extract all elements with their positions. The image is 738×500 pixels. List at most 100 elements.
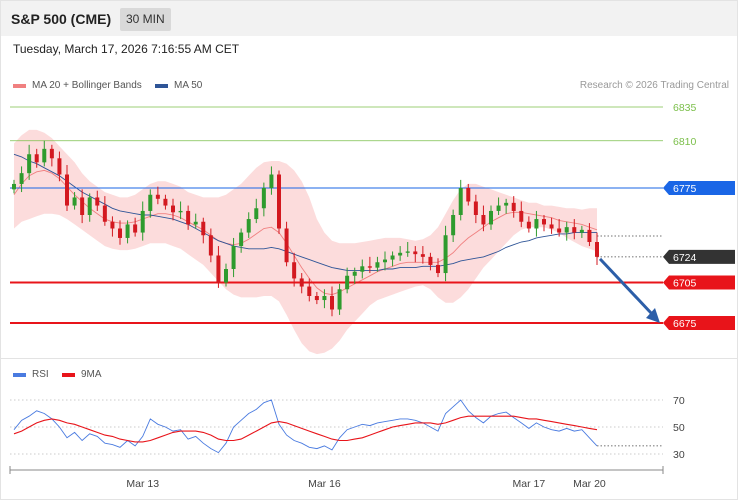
candle-body [428, 256, 433, 265]
level-label-6675: 6675 [673, 318, 697, 330]
level-label-6835: 6835 [673, 102, 697, 114]
candle-body [322, 296, 327, 301]
candle-body [12, 183, 16, 190]
candle-body [360, 266, 365, 272]
candle-body [19, 173, 24, 184]
candle-body [572, 227, 577, 233]
candle-body [118, 228, 122, 238]
candle-body [595, 242, 599, 257]
candle-body [549, 224, 554, 229]
candle-body [307, 286, 312, 296]
candle-body [87, 197, 92, 215]
ma20-swatch [13, 83, 26, 88]
panel-divider [1, 358, 737, 359]
candle-body [496, 205, 501, 211]
candle-body [564, 227, 569, 233]
level-tag-6775 [663, 181, 735, 195]
rsi-ma9-line [13, 415, 598, 443]
candle-body [383, 259, 387, 263]
candle-body [504, 202, 509, 206]
candle-body [352, 271, 357, 276]
candle-body [292, 262, 297, 279]
candle-body [216, 255, 221, 283]
candle-body [133, 224, 138, 233]
candle-body [148, 194, 153, 211]
rsi-legend-label: RSI [32, 369, 49, 380]
candle-body [201, 221, 206, 236]
candle-body [489, 210, 493, 225]
candle-body [413, 251, 418, 255]
candle-body [284, 228, 289, 263]
candle-body [171, 205, 175, 213]
candle-body [224, 269, 228, 283]
timeframe-button[interactable]: 30 MIN [120, 8, 171, 31]
level-label-6705: 6705 [673, 278, 697, 290]
candle-body [451, 215, 456, 236]
candle-body [299, 278, 304, 287]
rsi-level-label-70: 70 [673, 395, 685, 407]
candle-body [542, 219, 546, 225]
instrument-title: S&P 500 (CME) [11, 11, 112, 27]
candle-body [102, 205, 107, 222]
candle-body [511, 202, 516, 211]
candle-body [345, 275, 350, 290]
candle-body [261, 188, 266, 209]
legend-9ma: 9MA [62, 369, 102, 380]
x-tick-label: Mar 16 [308, 478, 341, 490]
ma50-line [13, 153, 597, 271]
legend-ma20: MA 20 + Bollinger Bands [13, 80, 142, 91]
copyright-text: Research © 2026 Trading Central [579, 80, 729, 91]
level-tag-6675 [663, 316, 735, 330]
x-tick-label: Mar 13 [126, 478, 159, 490]
candle-body [49, 148, 54, 159]
candle-body [420, 254, 425, 257]
candle-body [277, 174, 281, 229]
legend-rsi: RSI [13, 369, 49, 380]
legend-ma50: MA 50 [155, 80, 202, 91]
candle-body [80, 197, 85, 215]
candle-body [155, 194, 160, 199]
candle-body [337, 289, 342, 310]
candle-body [125, 224, 130, 238]
candle-body [42, 148, 47, 163]
candle-body [534, 219, 539, 229]
candle-body [72, 197, 77, 206]
candle-body [466, 188, 471, 202]
candle-body [398, 252, 403, 256]
level-label-6724: 6724 [673, 252, 697, 264]
candle-body [27, 154, 32, 174]
rsi-swatch [13, 372, 26, 377]
ma20-legend-label: MA 20 + Bollinger Bands [32, 80, 142, 91]
x-tick-label: Mar 20 [573, 478, 606, 490]
candle-body [587, 229, 592, 242]
candle-body [34, 154, 39, 163]
candle-body [186, 210, 191, 225]
candle-body [65, 174, 69, 206]
candle-body [193, 221, 198, 225]
candle-body [367, 266, 372, 268]
candle-body [314, 296, 319, 301]
candle-body [254, 208, 259, 220]
candle-body [95, 197, 100, 206]
header-bar: S&P 500 (CME) 30 MIN [1, 1, 737, 36]
candle-body [557, 228, 562, 233]
timestamp: Tuesday, March 17, 2026 7:16:55 AM CET [13, 42, 240, 56]
candle-body [140, 210, 145, 233]
candle-body [458, 188, 463, 215]
candle-body [330, 296, 334, 310]
candle-body [208, 235, 213, 256]
candle-body [390, 255, 395, 260]
rsi-level-label-30: 30 [673, 449, 685, 461]
candle-body [519, 210, 524, 222]
candle-body [239, 232, 244, 247]
rsi-line [13, 399, 598, 454]
bollinger-band [14, 129, 597, 355]
ma20-line [13, 169, 598, 296]
level-tag-6724 [663, 249, 735, 264]
forecast-arrow-head [646, 308, 660, 323]
candle-body [231, 246, 236, 269]
level-tag-6705 [663, 275, 735, 290]
candle-body [473, 201, 478, 215]
candle-body [178, 210, 183, 213]
